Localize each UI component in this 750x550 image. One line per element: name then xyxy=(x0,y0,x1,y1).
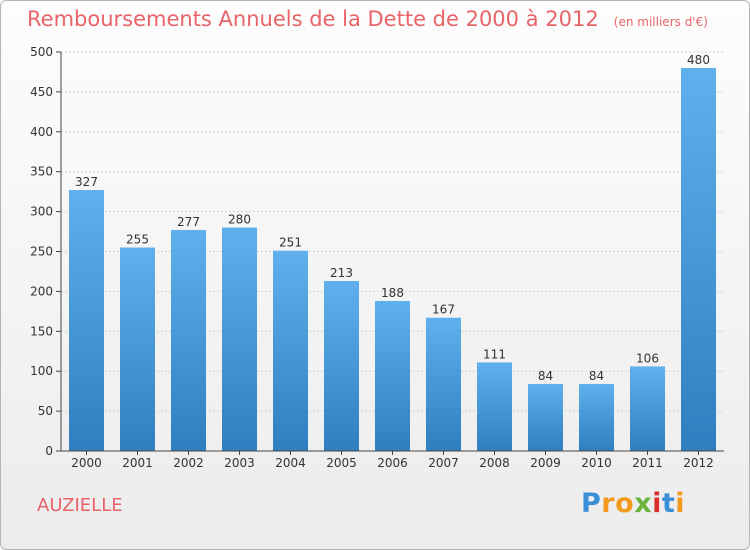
y-tick-label: 500 xyxy=(30,45,53,59)
bar-value-label: 106 xyxy=(636,351,659,365)
x-tick-label: 2006 xyxy=(377,456,408,470)
bar-2003 xyxy=(222,227,257,451)
y-tick-label: 100 xyxy=(30,364,53,378)
bar-value-label: 277 xyxy=(177,215,200,229)
x-tick-label: 2001 xyxy=(122,456,153,470)
x-tick-label: 2002 xyxy=(173,456,204,470)
logo-letter: i xyxy=(652,488,662,519)
bar-2001 xyxy=(120,247,155,451)
bar-value-label: 255 xyxy=(126,233,149,247)
chart-unit: (en milliers d'€) xyxy=(613,15,708,29)
x-tick-label: 2010 xyxy=(581,456,612,470)
chart-title: Remboursements Annuels de la Dette de 20… xyxy=(27,7,599,31)
bar-2000 xyxy=(69,190,104,451)
bar-2008 xyxy=(477,362,512,451)
bar-2005 xyxy=(324,281,359,451)
proxiti-logo: Proxiti xyxy=(581,488,685,519)
y-tick-label: 250 xyxy=(30,245,53,259)
bar-value-label: 213 xyxy=(330,266,353,280)
y-tick-label: 350 xyxy=(30,165,53,179)
x-tick-label: 2009 xyxy=(530,456,561,470)
logo-letter: P xyxy=(581,488,602,519)
bar-value-label: 111 xyxy=(483,347,506,361)
logo-letter: r xyxy=(601,488,616,519)
bar-2006 xyxy=(375,300,410,451)
x-tick-label: 2004 xyxy=(275,456,306,470)
y-tick-label: 400 xyxy=(30,125,53,139)
y-tick-label: 200 xyxy=(30,284,53,298)
bar-2010 xyxy=(579,383,614,451)
y-tick-label: 150 xyxy=(30,324,53,338)
bar-2002 xyxy=(171,229,206,451)
logo-letter: i xyxy=(675,488,686,519)
logo-letter: x xyxy=(634,488,653,519)
bar-value-label: 84 xyxy=(538,369,553,383)
commune-name: AUZIELLE xyxy=(37,495,123,516)
bar-2009 xyxy=(528,383,563,451)
bar-value-label: 480 xyxy=(687,53,710,67)
bar-2012 xyxy=(681,67,716,452)
bar-value-label: 167 xyxy=(432,303,455,317)
bar-value-label: 188 xyxy=(381,286,404,300)
x-tick-label: 2003 xyxy=(224,456,255,470)
title-row: Remboursements Annuels de la Dette de 20… xyxy=(27,7,708,31)
bar-2011 xyxy=(630,366,665,451)
x-tick-label: 2005 xyxy=(326,456,357,470)
bar-value-label: 327 xyxy=(75,175,98,189)
y-tick-label: 0 xyxy=(45,444,53,458)
logo-letter: t xyxy=(661,488,676,519)
y-tick-label: 50 xyxy=(38,404,53,418)
y-tick-label: 300 xyxy=(30,205,53,219)
bar-2007 xyxy=(426,317,461,451)
x-tick-label: 2008 xyxy=(479,456,510,470)
bar-value-label: 251 xyxy=(279,236,302,250)
bar-value-label: 280 xyxy=(228,213,251,227)
bar-2004 xyxy=(273,250,308,451)
x-tick-label: 2007 xyxy=(428,456,459,470)
logo-letter: o xyxy=(615,488,635,519)
x-tick-label: 2000 xyxy=(71,456,102,470)
bar-value-label: 84 xyxy=(589,369,604,383)
x-tick-label: 2012 xyxy=(683,456,714,470)
y-tick-label: 450 xyxy=(30,85,53,99)
x-tick-label: 2011 xyxy=(632,456,663,470)
